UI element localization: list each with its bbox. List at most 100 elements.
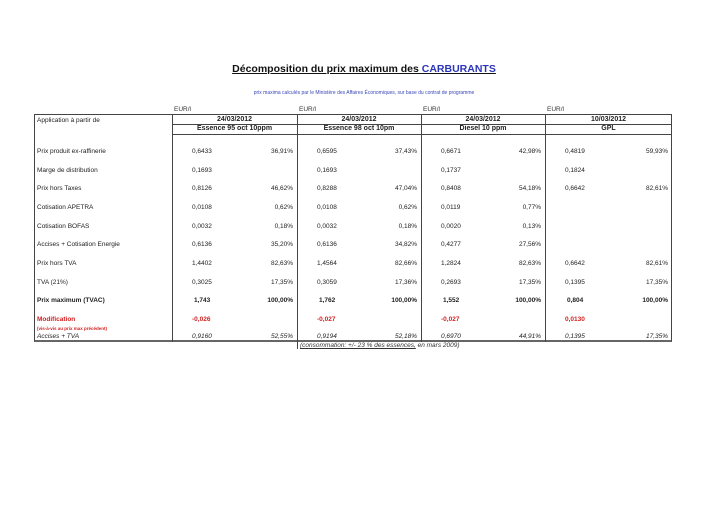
cell-percent: 59,93% bbox=[645, 148, 668, 155]
cell-percent: 44,91% bbox=[518, 333, 541, 340]
column-divider bbox=[297, 114, 298, 342]
cell-percent: 100,00% bbox=[267, 297, 293, 304]
cell-percent: 46,62% bbox=[270, 185, 293, 192]
row-label: Accises + Cotisation Energie bbox=[37, 241, 120, 248]
cell-percent: 17,35% bbox=[270, 279, 293, 286]
cell-value: -0,027 bbox=[317, 316, 336, 323]
row-label: Marge de distribution bbox=[37, 167, 98, 174]
subtitle: prix maxima calculés par le Ministère de… bbox=[253, 90, 475, 96]
column-product: Diesel 10 ppm bbox=[459, 125, 507, 132]
page-title: Décomposition du prix maximum des CARBUR… bbox=[0, 63, 728, 75]
cell-percent: 34,82% bbox=[394, 241, 417, 248]
cell-value: 0,6671 bbox=[441, 148, 461, 155]
column-divider bbox=[421, 114, 422, 342]
cell-value: 0,6136 bbox=[192, 241, 212, 248]
cell-percent: 17,35% bbox=[518, 279, 541, 286]
cell-percent: 100,00% bbox=[391, 297, 417, 304]
cell-value: 1,2824 bbox=[441, 260, 461, 267]
cell-value: 1,4402 bbox=[192, 260, 212, 267]
cell-value: -0,026 bbox=[192, 316, 211, 323]
cell-percent: 100,00% bbox=[515, 297, 541, 304]
cell-value: 0,1693 bbox=[192, 167, 212, 174]
cell-percent: 82,63% bbox=[518, 260, 541, 267]
cell-value: 0,0020 bbox=[441, 223, 461, 230]
application-label: Application à partir de bbox=[37, 117, 100, 124]
cell-value: 0,804 bbox=[567, 297, 584, 304]
cell-percent: 27,56% bbox=[518, 241, 541, 248]
unit-label: EUR/l bbox=[299, 106, 316, 113]
column-product: Essence 98 oct 10pm bbox=[323, 125, 395, 132]
cell-value: 0,0130 bbox=[565, 316, 585, 323]
cell-value: 1,743 bbox=[194, 297, 211, 304]
row-label: TVA (21%) bbox=[37, 279, 68, 286]
cell-percent: 82,61% bbox=[645, 185, 668, 192]
row-label: Cotisation BOFAS bbox=[37, 223, 90, 230]
cell-percent: 42,98% bbox=[518, 148, 541, 155]
unit-label: EUR/l bbox=[547, 106, 564, 113]
cell-value: 0,9194 bbox=[317, 333, 337, 340]
cell-percent: 0,13% bbox=[522, 223, 541, 230]
column-product: Essence 95 oct 10ppm bbox=[196, 125, 273, 132]
row-label: Prix produit ex-raffinerie bbox=[37, 148, 106, 155]
cell-percent: 82,63% bbox=[270, 260, 293, 267]
cell-value: 0,1395 bbox=[565, 333, 585, 340]
row-sublabel: (vis-à-vis au prix max précédent) bbox=[37, 326, 108, 331]
note-underlined: (consommation: +/- 23 % des essences, bbox=[300, 342, 416, 349]
column-date: 24/03/2012 bbox=[216, 116, 253, 123]
cell-percent: 0,18% bbox=[398, 223, 417, 230]
cell-value: 0,6642 bbox=[565, 260, 585, 267]
cell-value: 0,2693 bbox=[441, 279, 461, 286]
consumption-note: (consommation: +/- 23 % des essences, en… bbox=[297, 342, 460, 349]
unit-label: EUR/l bbox=[174, 106, 191, 113]
cell-percent: 35,20% bbox=[270, 241, 293, 248]
cell-value: 0,0119 bbox=[441, 204, 461, 211]
cell-value: 0,9160 bbox=[192, 333, 212, 340]
cell-value: 0,8126 bbox=[192, 185, 212, 192]
cell-value: 0,1824 bbox=[565, 167, 585, 174]
column-divider bbox=[172, 114, 173, 342]
cell-percent: 0,18% bbox=[274, 223, 293, 230]
column-date: 24/03/2012 bbox=[465, 116, 501, 123]
cell-value: 0,4277 bbox=[441, 241, 461, 248]
price-table bbox=[34, 114, 672, 342]
title-text: Décomposition du prix maximum des bbox=[232, 63, 422, 75]
title-accent: CARBURANTS bbox=[421, 63, 496, 75]
cell-value: 1,762 bbox=[319, 297, 336, 304]
cell-percent: 17,35% bbox=[645, 279, 668, 286]
header-divider bbox=[172, 134, 672, 135]
cell-percent: 0,62% bbox=[398, 204, 417, 211]
cell-percent: 0,77% bbox=[522, 204, 541, 211]
cell-percent: 82,66% bbox=[394, 260, 417, 267]
row-label: Accises + TVA bbox=[37, 333, 80, 340]
cell-value: 0,0108 bbox=[317, 204, 337, 211]
cell-value: 1,4564 bbox=[317, 260, 337, 267]
cell-percent: 100,00% bbox=[642, 297, 668, 304]
row-label: Modification bbox=[37, 316, 76, 323]
column-date: 10/03/2012 bbox=[590, 116, 627, 123]
cell-value: 0,3059 bbox=[317, 279, 337, 286]
row-label: Prix hors Taxes bbox=[37, 185, 82, 192]
cell-value: 0,0032 bbox=[192, 223, 212, 230]
row-label: Prix maximum (TVAC) bbox=[37, 297, 105, 304]
cell-value: 0,6970 bbox=[441, 333, 461, 340]
column-product: GPL bbox=[601, 125, 616, 132]
cell-value: 0,6433 bbox=[192, 148, 212, 155]
cell-percent: 17,35% bbox=[645, 333, 668, 340]
cell-value: 0,1395 bbox=[565, 279, 585, 286]
cell-value: -0,027 bbox=[441, 316, 460, 323]
cell-percent: 54,18% bbox=[518, 185, 541, 192]
cell-percent: 52,18% bbox=[394, 333, 417, 340]
row-label: Prix hors TVA bbox=[37, 260, 77, 267]
row-label: Cotisation APETRA bbox=[37, 204, 94, 211]
cell-percent: 36,91% bbox=[270, 148, 293, 155]
cell-value: 0,8288 bbox=[317, 185, 337, 192]
note-rest: en mars 2009) bbox=[415, 342, 460, 349]
column-date: 24/03/2012 bbox=[341, 116, 377, 123]
column-divider bbox=[545, 114, 546, 342]
cell-value: 0,6642 bbox=[565, 185, 585, 192]
cell-value: 0,1737 bbox=[441, 167, 461, 174]
cell-percent: 0,62% bbox=[274, 204, 293, 211]
cell-percent: 82,61% bbox=[645, 260, 668, 267]
cell-value: 0,0032 bbox=[317, 223, 337, 230]
